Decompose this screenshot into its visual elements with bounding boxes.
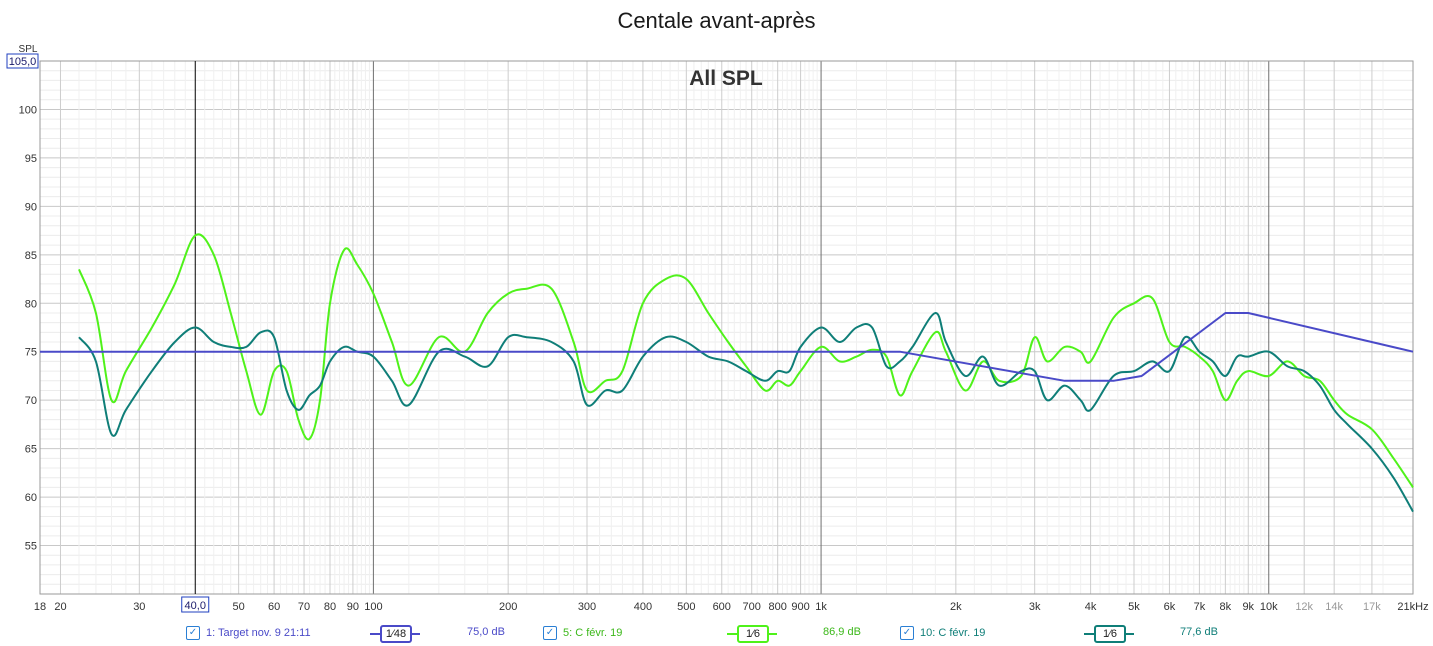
x-tick-label: 7k xyxy=(1194,601,1206,613)
y-tick-label: 65 xyxy=(25,444,37,456)
plot-border xyxy=(39,60,1414,595)
x-tick-label: 2k xyxy=(950,601,962,613)
x-tick-label: 80 xyxy=(324,601,336,613)
plot-area[interactable]: 100 95 90 85 80 75 70 65 60 55 18 20 30 50 60 70 80 90 100… xyxy=(0,0,1433,622)
legend-item-target[interactable]: ✓ 1: Target nov. 9 21:11 xyxy=(186,622,311,644)
y-tick-label: 70 xyxy=(25,395,37,407)
x-tick-label: 50 xyxy=(233,601,245,613)
y-top-readout-label: 105,0 xyxy=(9,56,37,68)
x-tick-label: 300 xyxy=(578,601,596,613)
legend-checkbox[interactable]: ✓ xyxy=(186,626,200,640)
legend: ✓ 1: Target nov. 9 21:11 1⁄48 75,0 dB ✓ … xyxy=(0,622,1433,644)
smoothing-control-target[interactable]: 1⁄48 xyxy=(370,625,420,643)
y-tick-label: 80 xyxy=(25,298,37,310)
cursor-readout[interactable]: 40,0 xyxy=(181,596,210,613)
y-tick-label: 90 xyxy=(25,201,37,213)
smoothing-label: 1⁄6 xyxy=(1094,625,1126,643)
x-tick-label: 90 xyxy=(347,601,359,613)
legend-label: 5: C févr. 19 xyxy=(563,627,623,639)
axis-layer: 100 95 90 85 80 75 70 65 60 55 18 20 30 50 60 70 80 90 100… xyxy=(19,60,1429,613)
series-line-1 xyxy=(40,312,1414,382)
x-tick-label: 18 xyxy=(34,601,46,613)
x-tick-label: 17k xyxy=(1363,601,1381,613)
y-tick-label: 85 xyxy=(25,250,37,262)
grid-layer xyxy=(39,60,1414,595)
smoothing-control-c-feb-5[interactable]: 1⁄6 xyxy=(727,625,777,643)
x-tick-label: 12k xyxy=(1295,601,1313,613)
x-tick-label: 6k xyxy=(1164,601,1176,613)
legend-value: 75,0 dB xyxy=(467,626,505,638)
chart-title: Centale avant-après xyxy=(617,8,816,33)
y-tick-label: 75 xyxy=(25,347,37,359)
x-tick-label: 100 xyxy=(364,601,382,613)
y-tick-label: 60 xyxy=(25,492,37,504)
smoothing-label: 1⁄6 xyxy=(737,625,769,643)
series-line-2 xyxy=(78,233,1414,488)
x-tick-label: 900 xyxy=(791,601,809,613)
y-axis-label: SPL xyxy=(19,44,38,55)
x-tick-label: 700 xyxy=(743,601,761,613)
y-tick-label: 55 xyxy=(25,541,37,553)
x-tick-label: 1k xyxy=(815,601,827,613)
legend-label: 1: Target nov. 9 21:11 xyxy=(206,627,311,639)
chart-subtitle: All SPL xyxy=(689,67,763,90)
x-tick-label: 5k xyxy=(1128,601,1140,613)
smoothing-control-c-feb-10[interactable]: 1⁄6 xyxy=(1084,625,1134,643)
x-tick-label: 800 xyxy=(769,601,787,613)
x-tick-label: 14k xyxy=(1325,601,1343,613)
legend-value: 86,9 dB xyxy=(823,626,861,638)
legend-checkbox[interactable]: ✓ xyxy=(543,626,557,640)
y-tick-label: 95 xyxy=(25,153,37,165)
x-tick-label: 20 xyxy=(54,601,66,613)
x-tick-label: 9k xyxy=(1242,601,1254,613)
plot-background xyxy=(40,61,1413,594)
legend-value: 77,6 dB xyxy=(1180,626,1218,638)
legend-item-c-feb-10[interactable]: ✓ 10: C févr. 19 xyxy=(900,622,985,644)
x-tick-label: 8k xyxy=(1220,601,1232,613)
x-tick-label: 400 xyxy=(634,601,652,613)
x-tick-label: 60 xyxy=(268,601,280,613)
series-line-3 xyxy=(78,312,1414,513)
x-tick-label: 500 xyxy=(677,601,695,613)
x-tick-label: 10k xyxy=(1260,601,1278,613)
x-tick-label: 21kHz xyxy=(1397,601,1428,613)
y-top-readout[interactable]: 105,0 xyxy=(6,53,39,69)
x-tick-label: 30 xyxy=(133,601,145,613)
x-tick-label: 600 xyxy=(713,601,731,613)
y-tick-label: 100 xyxy=(19,104,37,116)
x-tick-label: 4k xyxy=(1085,601,1097,613)
smoothing-label: 1⁄48 xyxy=(380,625,412,643)
x-tick-label: 70 xyxy=(298,601,310,613)
x-tick-label: 3k xyxy=(1029,601,1041,613)
series-layer xyxy=(40,233,1414,513)
legend-checkbox[interactable]: ✓ xyxy=(900,626,914,640)
cursor-readout-label: 40,0 xyxy=(185,600,206,612)
legend-label: 10: C févr. 19 xyxy=(920,627,986,639)
legend-item-c-feb-5[interactable]: ✓ 5: C févr. 19 xyxy=(543,622,622,644)
x-tick-label: 200 xyxy=(499,601,517,613)
